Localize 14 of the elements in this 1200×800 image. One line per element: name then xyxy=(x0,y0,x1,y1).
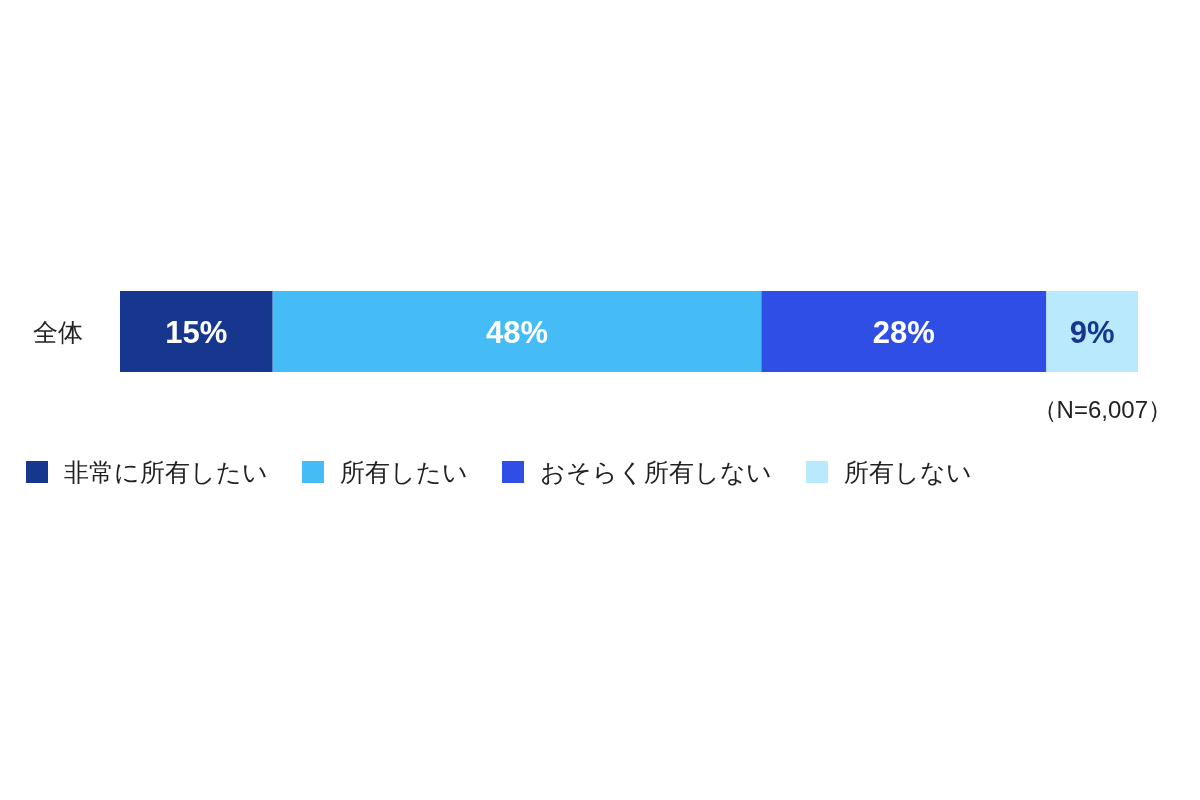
data-label: 28% xyxy=(872,314,935,350)
y-tick-label: 全体 xyxy=(33,317,83,346)
bar xyxy=(120,291,273,372)
data-label: 9% xyxy=(1069,314,1115,350)
data-label: 48% xyxy=(486,314,549,350)
bar xyxy=(272,291,762,372)
data-label: 15% xyxy=(165,314,228,350)
legend-label: 所有したい xyxy=(340,458,468,486)
annotation: （N=6,007） xyxy=(1032,396,1172,423)
legend-label: 所有しない xyxy=(844,458,972,486)
bar xyxy=(761,291,1047,372)
legend-label: 非常に所有したい xyxy=(64,458,268,486)
bar xyxy=(1046,291,1138,372)
legend-label: おそらく所有しない xyxy=(540,458,772,486)
